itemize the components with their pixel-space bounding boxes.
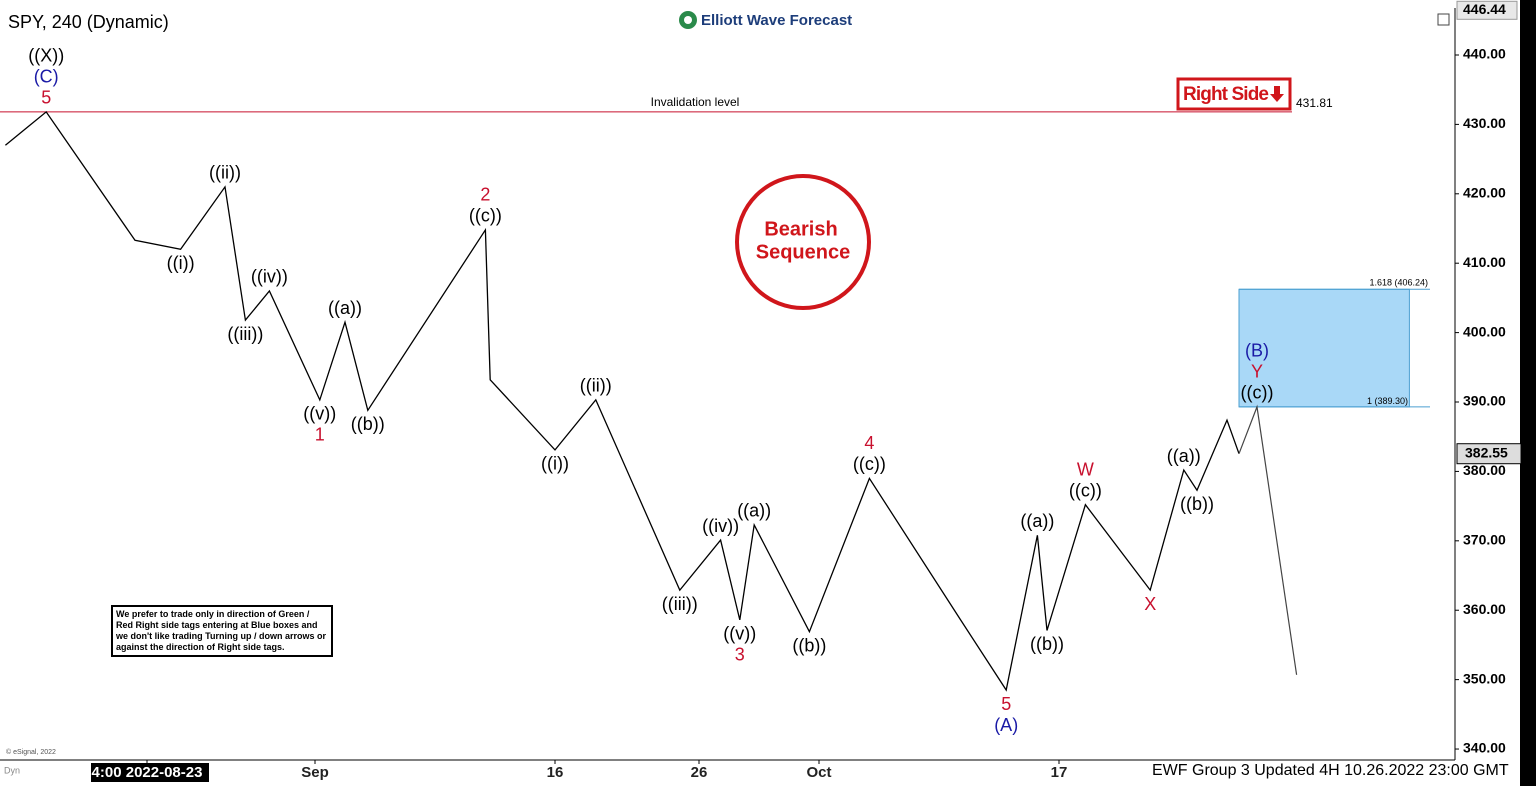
trading-note: We prefer to trade only in direction of …	[111, 605, 333, 657]
wave-label: X	[1144, 594, 1156, 614]
stamp-line: Bearish	[764, 218, 837, 240]
price-line	[1238, 404, 1298, 675]
wave-label: ((c))	[469, 206, 502, 226]
y-tick-label: 360.00	[1463, 601, 1506, 617]
wave-label: ((i))	[167, 253, 195, 273]
y-tick-label: 440.00	[1463, 46, 1506, 62]
wave-label: ((a))	[328, 298, 362, 318]
wave-label: 2	[480, 185, 490, 205]
last-price-label: 382.55	[1465, 444, 1508, 460]
right-side-tag: Right Side	[1183, 84, 1269, 105]
wave-label: 1	[315, 425, 325, 445]
footer: EWF Group 3 Updated 4H 10.26.2022 23:00 …	[1152, 762, 1509, 779]
target-box	[1238, 288, 1410, 408]
y-tick-label: 370.00	[1463, 532, 1506, 548]
y-tick-label: 400.00	[1463, 323, 1506, 339]
window-button[interactable]	[1437, 13, 1450, 26]
wave-label: 3	[735, 645, 745, 665]
wave-label: (A)	[994, 715, 1018, 735]
top-price-box	[1456, 0, 1518, 20]
x-tick-label: Oct	[806, 764, 831, 781]
y-tick-label: 350.00	[1463, 670, 1506, 686]
wave-label: (C)	[34, 67, 59, 87]
x-tick-highlight	[91, 763, 209, 782]
wave-label: ((c))	[853, 454, 886, 474]
down-arrow	[1270, 86, 1284, 102]
stamp-line: Sequence	[756, 241, 850, 263]
wave-label: ((X))	[28, 46, 64, 66]
x-tick-label: Sep	[301, 764, 329, 781]
fib-label: 1.618 (406.24)	[1369, 278, 1428, 288]
logo-text: Elliott Wave Forecast	[701, 12, 852, 29]
wave-label: ((c))	[1069, 480, 1102, 500]
wave-label: ((b))	[351, 414, 385, 434]
wave-label: ((c))	[1241, 383, 1274, 403]
wave-label: ((iv))	[251, 267, 288, 287]
wave-label: ((b))	[1030, 634, 1064, 654]
logo-icon-center	[684, 16, 692, 24]
last-price-box	[1456, 443, 1522, 465]
wave-label: ((iii))	[227, 324, 263, 344]
wave-label: ((a))	[1167, 446, 1201, 466]
wave-label: ((v))	[723, 624, 756, 644]
y-tick-label: 380.00	[1463, 462, 1506, 478]
wave-label: ((iv))	[702, 516, 739, 536]
wave-label: ((v))	[303, 404, 336, 424]
corner-label: Dyn	[4, 765, 20, 775]
y-tick-label: 420.00	[1463, 184, 1506, 200]
x-tick-label: 16	[547, 764, 564, 781]
wave-label: 4	[864, 433, 874, 453]
wave-label: ((b))	[1180, 494, 1214, 514]
wave-label: 5	[41, 88, 51, 108]
wave-label: Y	[1251, 362, 1263, 382]
price-line	[4, 110, 1240, 692]
wave-label: W	[1077, 459, 1094, 479]
stamp-circle	[735, 174, 871, 310]
wave-label: 5	[1001, 694, 1011, 714]
wave-label: ((a))	[1020, 511, 1054, 531]
copyright: © eSignal, 2022	[6, 748, 56, 756]
wave-label: ((ii))	[209, 163, 241, 183]
x-tick-label: 26	[691, 764, 708, 781]
x-tick-label: 17	[1051, 764, 1068, 781]
x-tick-label: 4:00 2022-08-23	[92, 764, 203, 781]
y-tick-label: 410.00	[1463, 254, 1506, 270]
invalidation-price: 431.81	[1296, 96, 1333, 110]
wave-label: ((ii))	[580, 376, 612, 396]
y-tick-label: 430.00	[1463, 115, 1506, 131]
invalidation-label: Invalidation level	[651, 95, 740, 109]
top-price-label: 446.44	[1463, 1, 1506, 17]
y-tick-label: 390.00	[1463, 393, 1506, 409]
wave-label: ((i))	[541, 454, 569, 474]
wave-label: ((b))	[792, 635, 826, 655]
symbol-title: SPY, 240 (Dynamic)	[8, 12, 169, 32]
fib-label: 1 (389.30)	[1367, 396, 1408, 406]
y-tick-label: 340.00	[1463, 740, 1506, 756]
wave-label: ((iii))	[662, 594, 698, 614]
wave-label: ((a))	[737, 501, 771, 521]
wave-label: (B)	[1245, 341, 1269, 361]
